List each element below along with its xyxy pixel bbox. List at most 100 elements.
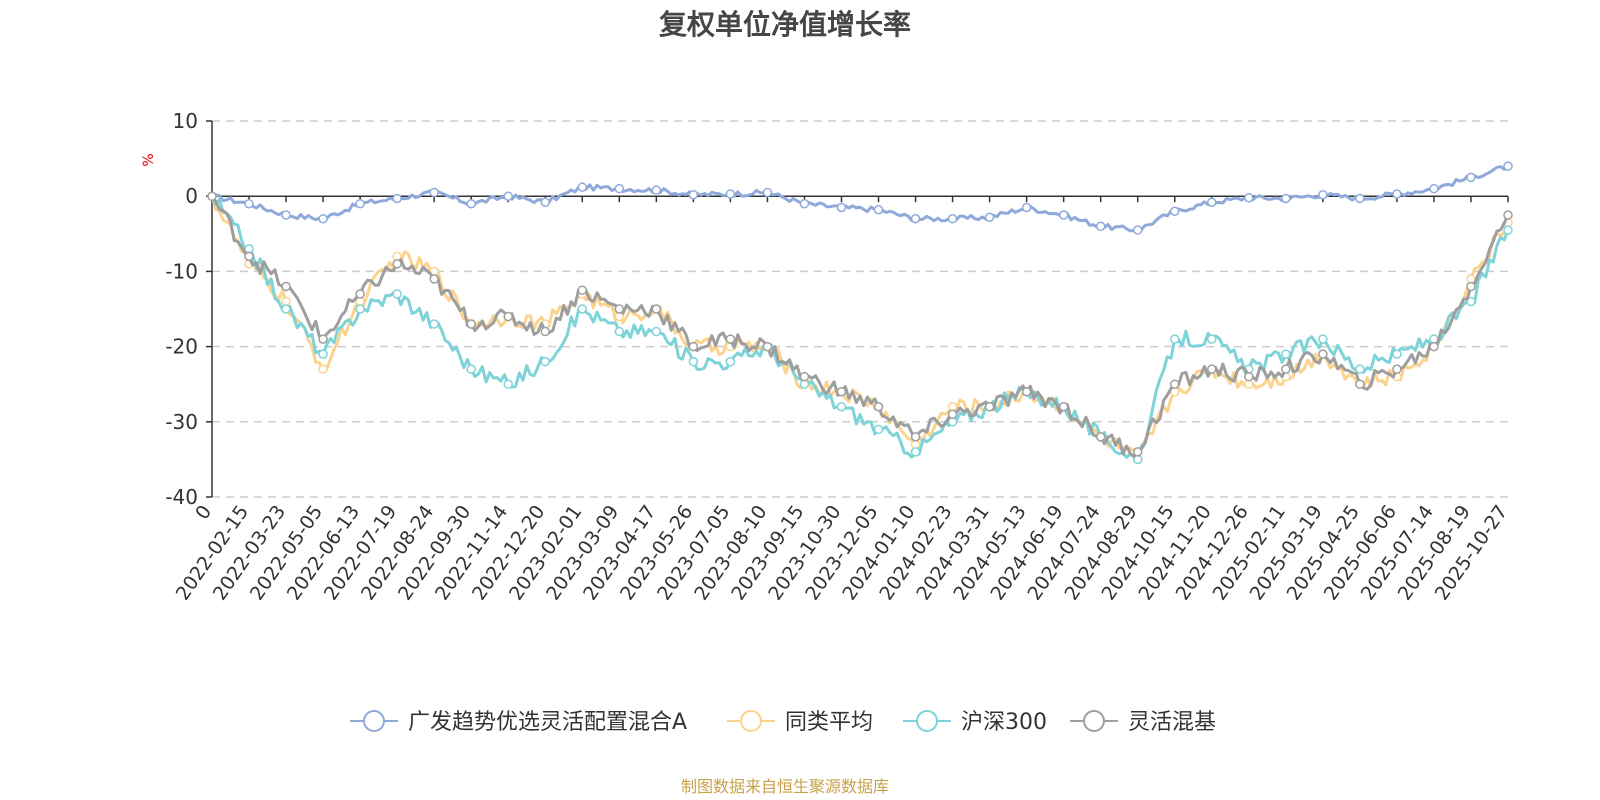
- series-point: [392, 193, 402, 204]
- series-point: [947, 409, 958, 420]
- x-tick-labels: 02022-02-152022-03-232022-05-052022-06-1…: [172, 501, 1512, 604]
- series-point: [577, 285, 588, 295]
- series-point: [614, 183, 625, 194]
- series-point: [984, 212, 995, 223]
- series-point: [1429, 341, 1439, 352]
- series-line: [211, 164, 1509, 233]
- series-point: [1058, 402, 1069, 412]
- series-point: [1503, 161, 1513, 171]
- gridlines: [212, 120, 1508, 498]
- series-point: [1318, 334, 1328, 344]
- series-point: [799, 371, 810, 382]
- series-point: [1466, 281, 1476, 292]
- legend-label: 灵活混基: [1128, 710, 1216, 735]
- series-point: [1429, 183, 1439, 194]
- series-point: [1318, 189, 1328, 200]
- y-tick-label: -30: [165, 410, 198, 434]
- series-point: [503, 191, 513, 201]
- legend-marker: [916, 710, 938, 732]
- legend-item[interactable]: 沪深300: [903, 710, 1047, 735]
- series-point: [281, 210, 291, 220]
- series-point: [207, 191, 217, 201]
- series-point: [799, 198, 810, 209]
- series-point: [281, 304, 291, 314]
- series-point: [1021, 386, 1032, 397]
- series-point: [540, 326, 551, 337]
- series-point: [1058, 210, 1069, 220]
- series-point: [429, 274, 439, 284]
- legend-marker: [740, 710, 762, 732]
- legend-marker: [1083, 710, 1105, 732]
- y-tick-label: 10: [173, 109, 198, 133]
- series-point: [577, 182, 588, 192]
- series-point: [577, 304, 588, 314]
- series-point: [318, 214, 328, 224]
- series-point: [873, 424, 884, 435]
- series-point: [392, 259, 402, 269]
- series-point: [281, 281, 291, 292]
- series-point: [836, 402, 847, 412]
- series-lines: [207, 161, 1513, 465]
- series-point: [947, 214, 958, 224]
- series-point: [910, 214, 921, 224]
- source-note: 制图数据来自恒生聚源数据库: [681, 777, 889, 796]
- series-point: [873, 402, 884, 412]
- series-point: [1355, 364, 1365, 374]
- series-point: [1132, 447, 1143, 457]
- legend-item[interactable]: 同类平均: [727, 710, 873, 735]
- series-point: [1095, 432, 1106, 442]
- series-point: [1466, 172, 1476, 183]
- series-point: [1281, 349, 1291, 359]
- series-point: [1392, 349, 1402, 359]
- series-point: [392, 289, 402, 299]
- series-point: [984, 402, 995, 412]
- legend-label: 同类平均: [785, 710, 873, 735]
- series-point: [355, 289, 365, 299]
- y-tick-label: -40: [165, 485, 198, 509]
- x-tick-label: 0: [191, 501, 216, 524]
- series-point: [1281, 193, 1291, 204]
- y-tick-label: 0: [185, 184, 198, 208]
- series-point: [503, 379, 513, 389]
- series-point: [355, 198, 365, 209]
- legend-label: 沪深300: [961, 710, 1047, 735]
- series-point: [429, 187, 439, 198]
- series-point: [244, 198, 254, 209]
- y-tick-label: -20: [165, 335, 198, 359]
- legend[interactable]: 广发趋势优选灵活配置混合A 同类平均 沪深300 灵活混基: [350, 710, 1216, 735]
- series-point: [762, 187, 773, 198]
- series-line: [210, 195, 1510, 461]
- legend-marker: [363, 710, 385, 732]
- axes: [206, 120, 1509, 498]
- series-point: [651, 326, 662, 337]
- series-point: [244, 251, 254, 262]
- series-point: [466, 319, 476, 329]
- series-point: [1207, 197, 1217, 207]
- series-point: [725, 334, 736, 344]
- series-point: [466, 364, 476, 374]
- legend-item[interactable]: 广发趋势优选灵活配置混合A: [350, 710, 687, 735]
- series-point: [873, 204, 884, 215]
- series-point: [836, 202, 847, 213]
- series-point: [1392, 364, 1402, 374]
- series-point: [614, 326, 625, 337]
- series-point: [688, 341, 699, 352]
- series-point: [725, 189, 736, 199]
- series-point: [1355, 193, 1365, 204]
- series-line: [210, 195, 1510, 461]
- series-point: [1132, 225, 1143, 235]
- legend-item[interactable]: 灵活混基: [1070, 710, 1216, 735]
- y-axis-unit-label: %: [141, 153, 157, 166]
- series-line: [210, 195, 1510, 458]
- y-tick-label: -10: [165, 259, 198, 283]
- series-point: [1095, 221, 1106, 232]
- series-point: [1466, 296, 1476, 307]
- series-point: [1392, 189, 1402, 199]
- series-point: [1169, 334, 1180, 344]
- series-point: [910, 447, 921, 457]
- chart-title: 复权单位净值增长率: [659, 8, 911, 41]
- series-point: [503, 311, 513, 322]
- series-point: [1281, 364, 1291, 374]
- series-point: [651, 304, 662, 314]
